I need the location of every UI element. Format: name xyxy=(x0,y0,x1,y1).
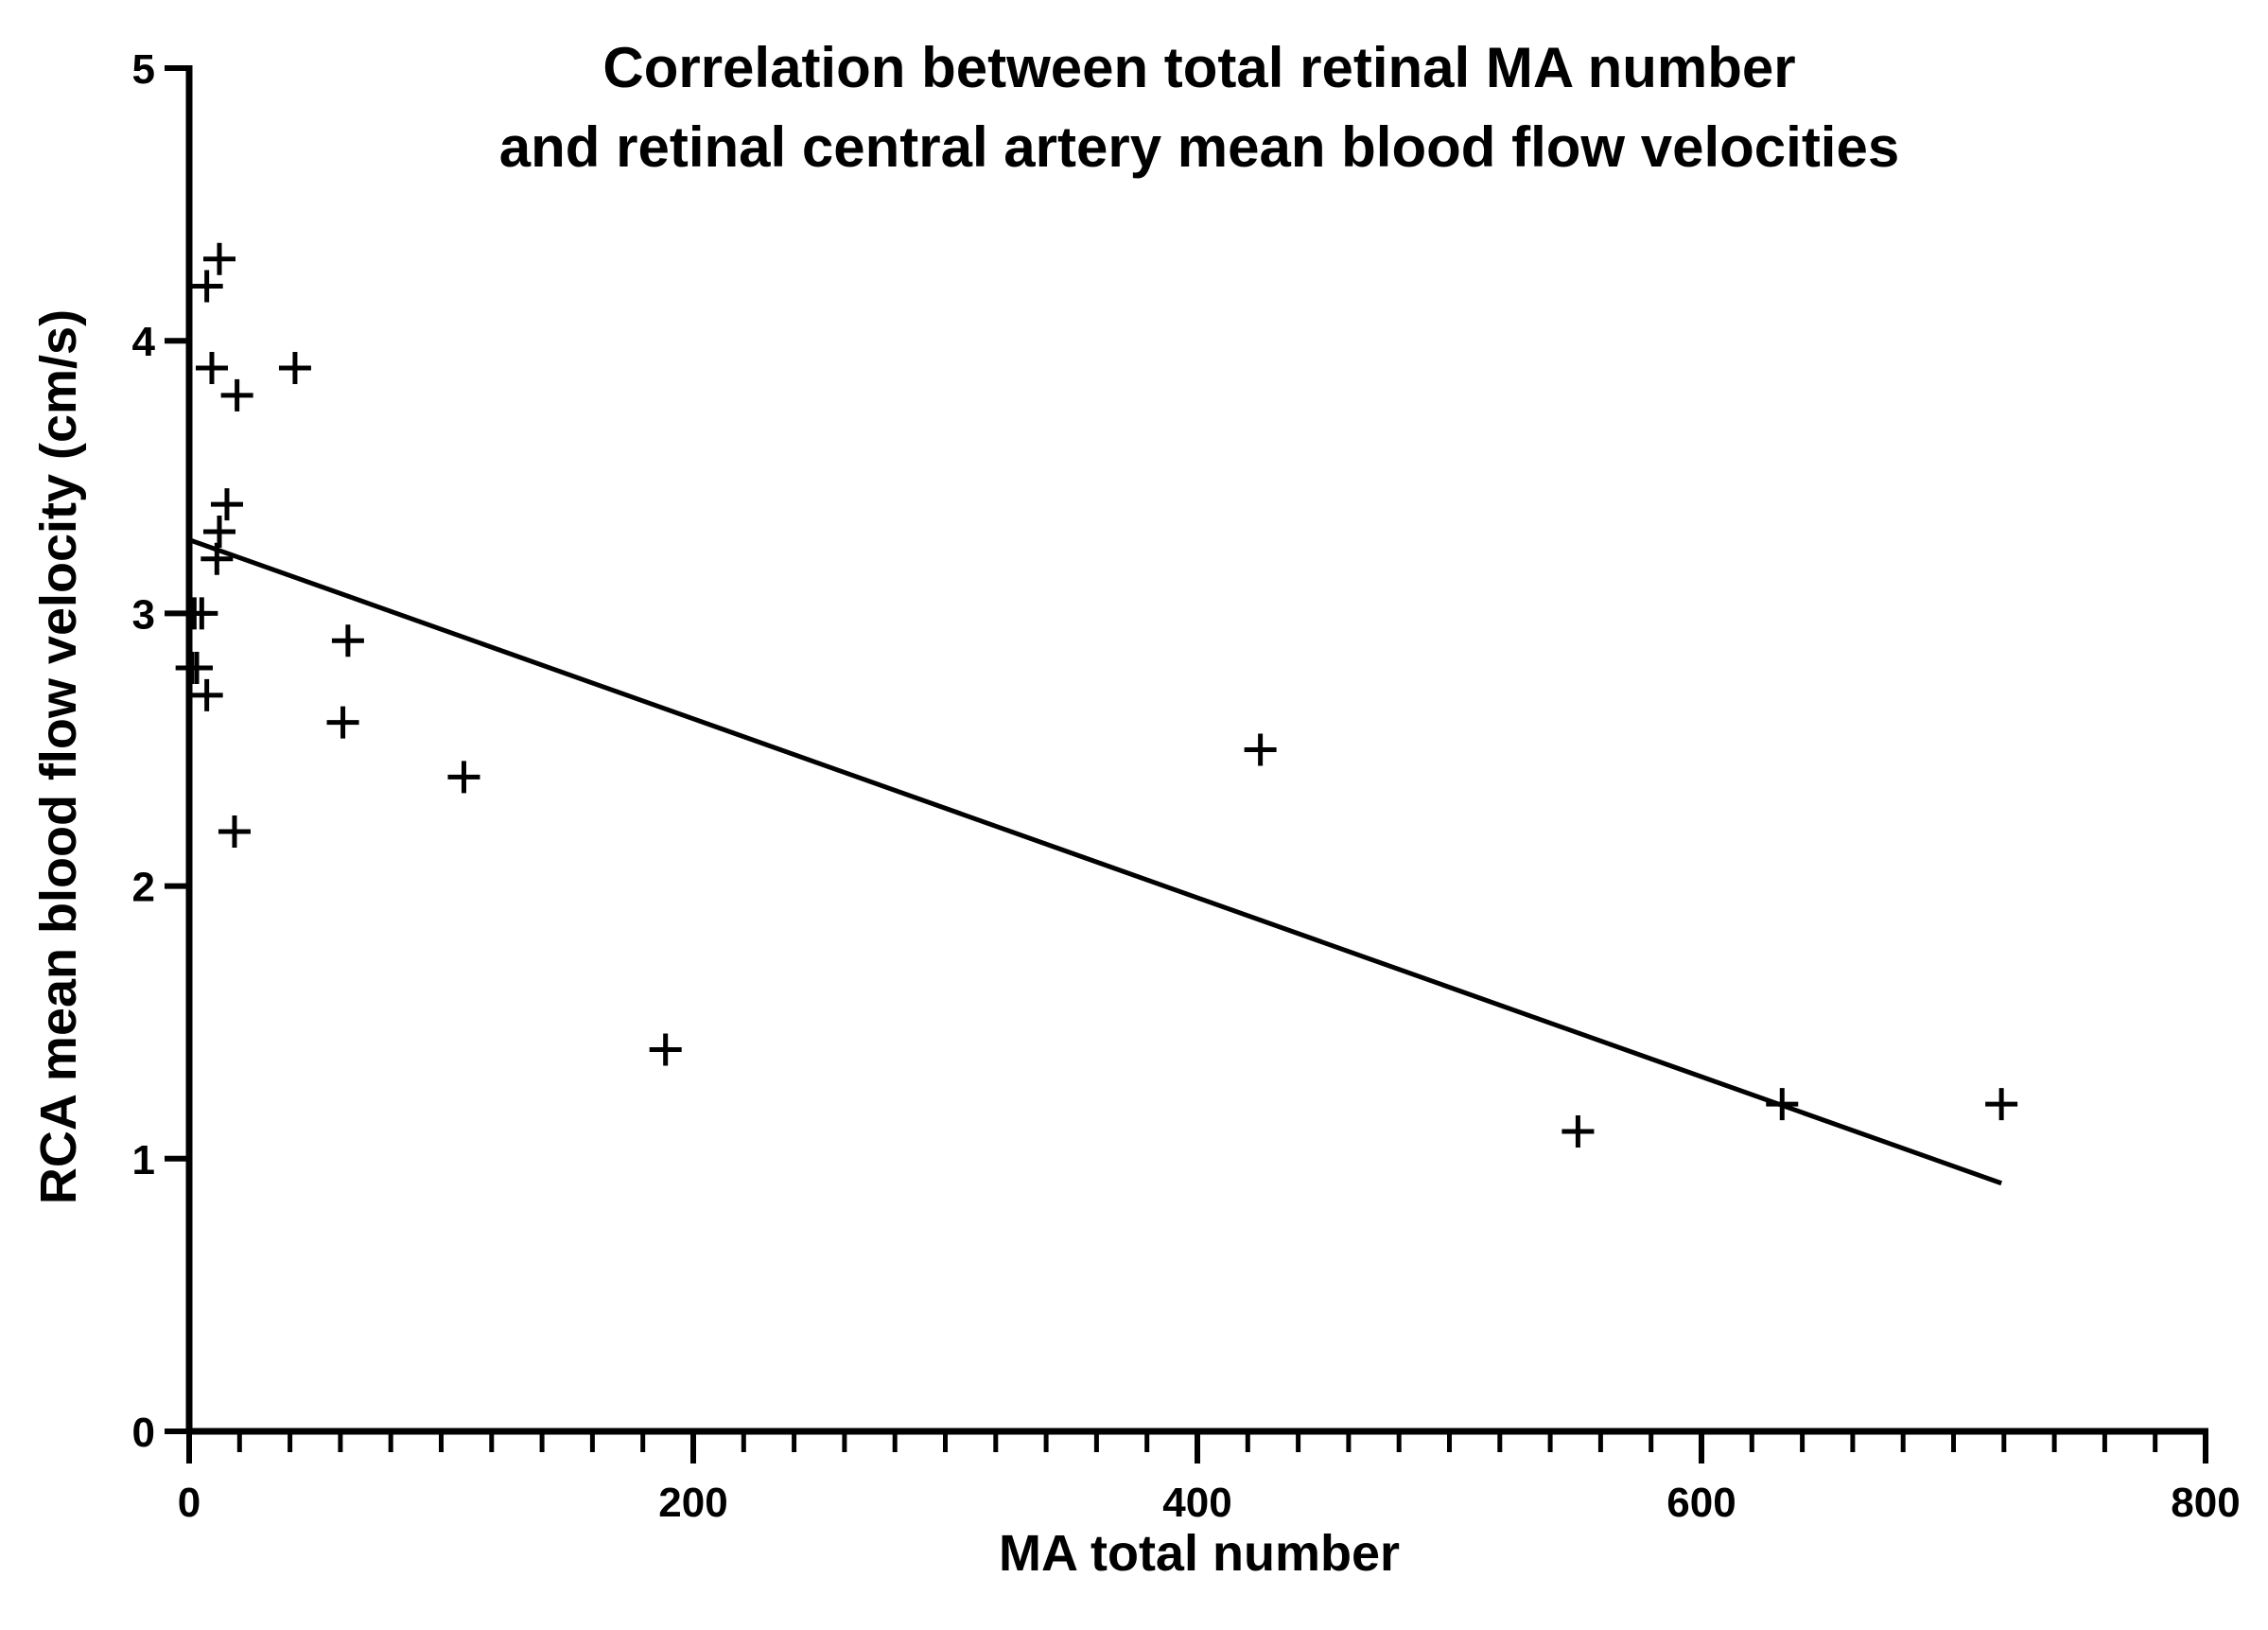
data-point xyxy=(190,678,223,711)
data-point xyxy=(185,597,218,630)
data-point xyxy=(190,270,223,303)
x-tick-label: 400 xyxy=(1162,1480,1231,1526)
chart-title-line-1: Correlation between total retinal MA num… xyxy=(602,36,1795,99)
y-tick-label: 0 xyxy=(132,1410,155,1456)
x-tick-label: 800 xyxy=(2171,1480,2240,1526)
x-tick-label: 0 xyxy=(178,1480,201,1526)
data-point xyxy=(201,542,234,575)
x-tick-label: 200 xyxy=(658,1480,727,1526)
regression-line xyxy=(188,537,2002,1186)
data-point xyxy=(1766,1088,1799,1121)
data-point xyxy=(649,1033,682,1066)
data-point xyxy=(1244,733,1277,766)
data-point xyxy=(278,352,311,385)
data-point xyxy=(220,378,253,412)
data-point xyxy=(202,515,236,548)
y-tick-label: 4 xyxy=(132,319,156,365)
data-point xyxy=(180,652,213,685)
data-point xyxy=(210,488,243,521)
data-point xyxy=(447,761,480,794)
x-axis-label: MA total number xyxy=(999,1525,1400,1582)
y-tick-label: 1 xyxy=(132,1137,155,1183)
y-tick-label: 5 xyxy=(132,46,155,93)
x-tick-label: 600 xyxy=(1666,1480,1736,1526)
data-point xyxy=(331,624,364,657)
data-point xyxy=(202,242,236,275)
plot-area: 0 1 2 3 4 5 0 200 400 600 800 xyxy=(132,46,2241,1526)
data-point xyxy=(326,706,359,739)
data-point xyxy=(195,352,228,385)
y-tick-label: 3 xyxy=(132,591,155,638)
chart-title-line-2: and retinal central artery mean blood fl… xyxy=(499,115,1899,179)
data-point xyxy=(1985,1088,2018,1121)
y-tick-label: 2 xyxy=(132,865,155,911)
data-point xyxy=(218,815,251,848)
y-axis-label: RCA mean blood flow velocity (cm/s) xyxy=(30,309,87,1204)
data-point xyxy=(1561,1114,1595,1148)
